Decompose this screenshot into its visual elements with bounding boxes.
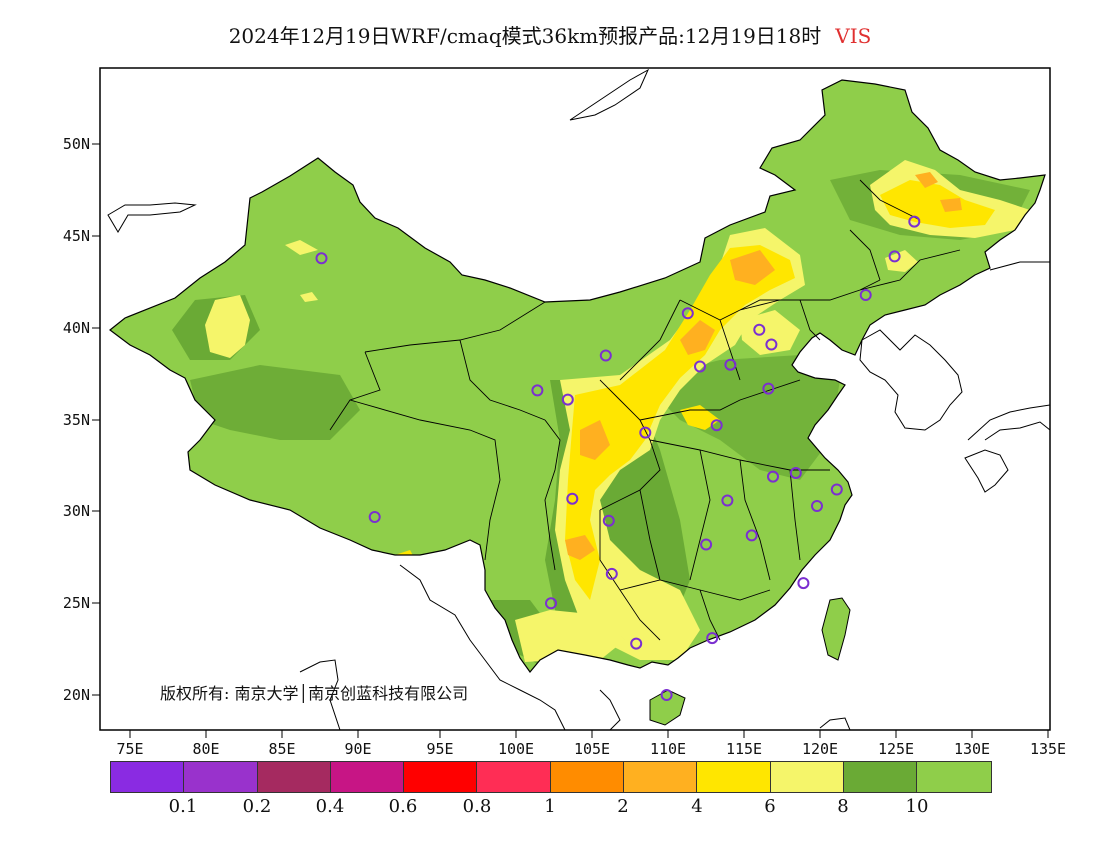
legend-label: 4 <box>691 796 703 817</box>
lon-label-125e: 125E <box>877 740 915 758</box>
station-marker <box>797 577 810 590</box>
lon-label-130e: 130E <box>953 740 991 758</box>
station-marker <box>315 252 328 265</box>
station-marker <box>753 323 766 336</box>
station-marker <box>561 393 574 406</box>
station-marker <box>830 483 843 496</box>
legend-swatch <box>624 762 698 792</box>
station-marker <box>368 511 381 523</box>
station-marker <box>765 338 778 351</box>
lon-label-100e: 100E <box>497 740 535 758</box>
lat-label-40n: 40N <box>62 319 90 337</box>
station-marker <box>605 567 618 580</box>
station-marker <box>660 689 673 701</box>
station-marker <box>908 215 921 228</box>
station-marker <box>888 250 901 263</box>
legend-swatch <box>330 762 405 792</box>
legend-label: 6 <box>764 796 776 817</box>
legend-label: 0.1 <box>168 796 198 817</box>
coastline-japan <box>964 261 1050 493</box>
legend-label: 1 <box>544 796 556 817</box>
lon-label-115e: 115E <box>725 740 763 758</box>
legend-label: 0.8 <box>462 796 492 817</box>
copyright-text: 版权所有: 南京大学│南京创蓝科技有限公司 <box>160 684 469 703</box>
station-marker <box>762 382 775 395</box>
legend-swatch <box>257 762 331 792</box>
legend-swatch <box>404 762 478 792</box>
taiwan-island <box>821 597 851 661</box>
lon-label-85e: 85E <box>268 740 296 758</box>
coastline-korea <box>859 329 963 431</box>
lon-label-95e: 95E <box>426 740 454 758</box>
lon-label-110e: 110E <box>649 740 687 758</box>
coastline-caspian <box>107 202 197 233</box>
station-marker <box>599 349 612 362</box>
station-marker <box>639 426 652 439</box>
lon-label-120e: 120E <box>801 740 839 758</box>
station-marker <box>721 494 734 507</box>
legend-swatch <box>184 762 258 792</box>
legend-swatch <box>917 762 991 792</box>
lon-label-105e: 105E <box>573 740 611 758</box>
station-marker <box>859 289 872 301</box>
station-marker <box>630 637 643 650</box>
station-marker <box>789 467 802 479</box>
legend-label: 10 <box>905 796 929 817</box>
province-boundaries <box>329 179 961 641</box>
station-marker <box>566 492 579 505</box>
lat-label-45n: 45N <box>62 227 90 245</box>
title-variable: VIS <box>835 24 872 48</box>
coastline-baikal <box>569 68 650 121</box>
station-marker <box>681 307 694 320</box>
legend-swatch <box>477 762 551 792</box>
lon-label-90e: 90E <box>344 740 372 758</box>
legend-swatch <box>697 762 771 792</box>
station-marker <box>710 419 723 432</box>
legend-label: 0.4 <box>315 796 345 817</box>
legend-label: 0.6 <box>388 796 418 817</box>
legend-label: 0.2 <box>242 796 272 817</box>
legend-swatch <box>111 762 185 792</box>
legend-swatch <box>550 762 625 792</box>
lon-ticks <box>129 730 1049 738</box>
station-marker <box>811 500 823 512</box>
lat-ticks <box>92 143 100 696</box>
station-marker <box>602 514 615 527</box>
station-marker <box>745 529 758 542</box>
coastline-philippines <box>819 717 851 730</box>
legend-label: 8 <box>837 796 849 817</box>
lat-label-20n: 20N <box>62 686 90 704</box>
station-marker <box>694 360 706 373</box>
legend-swatch <box>770 762 844 792</box>
station-marker <box>767 470 779 483</box>
legend-swatch <box>843 762 918 792</box>
coastline-southeast-asia <box>299 564 621 730</box>
title-text: 2024年12月19日WRF/cmaq模式36km预报产品:12月19日18时 <box>228 24 822 48</box>
station-marker <box>545 597 557 610</box>
station-markers <box>315 215 921 701</box>
station-marker <box>700 538 713 551</box>
station-marker <box>724 358 737 371</box>
station-marker <box>531 384 544 397</box>
lat-label-35n: 35N <box>62 411 90 429</box>
legend-label: 2 <box>617 796 629 817</box>
map-title: 2024年12月19日WRF/cmaq模式36km预报产品:12月19日18时 V… <box>0 20 1100 49</box>
station-marker <box>706 632 719 645</box>
lon-label-80e: 80E <box>192 740 220 758</box>
lon-label-135e: 135E <box>1029 740 1067 758</box>
legend-colorbar <box>110 761 992 793</box>
lat-label-50n: 50N <box>62 135 90 153</box>
lat-label-25n: 25N <box>62 594 90 612</box>
lat-label-30n: 30N <box>62 502 90 520</box>
lon-label-75e: 75E <box>116 740 144 758</box>
